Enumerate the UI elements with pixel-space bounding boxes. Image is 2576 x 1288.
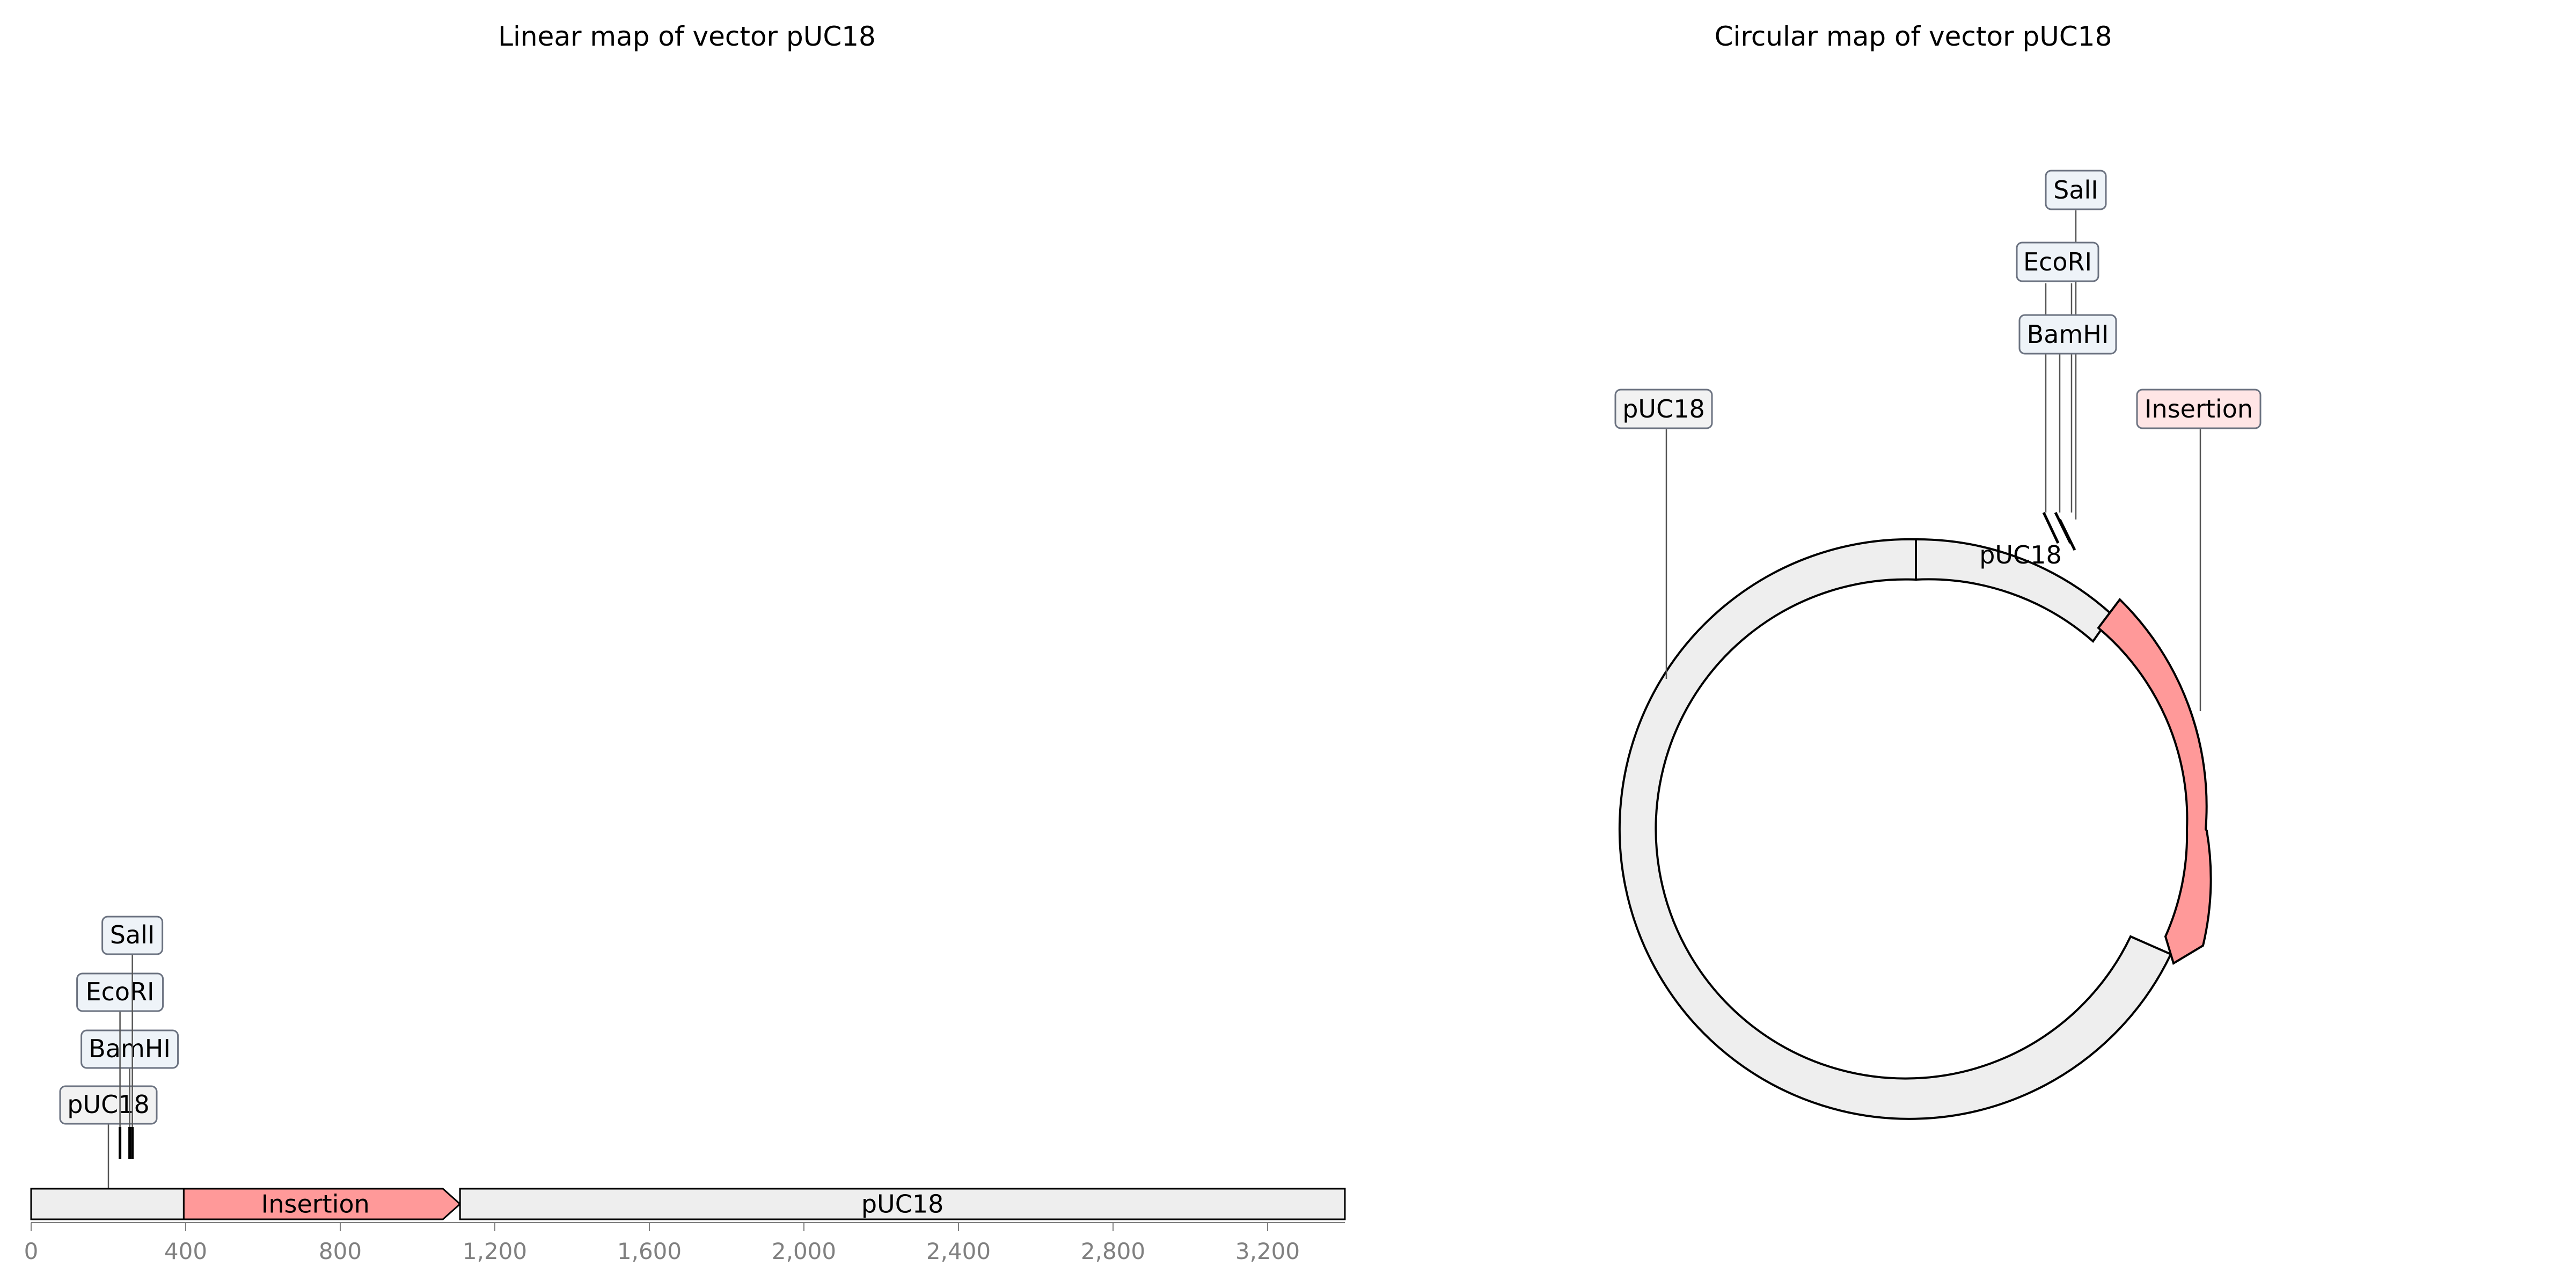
linear-annotation: BamHI — [80, 1029, 179, 1159]
linear-feature — [459, 1188, 1346, 1220]
linear-map-annotations: pUC18 BamHI EcoRI SalI — [59, 916, 179, 1189]
axis-tick-label: 2,800 — [1081, 1238, 1145, 1264]
axis-tick-label: 400 — [164, 1238, 207, 1264]
circular-map-panel: Circular map of vector pUC18 pUC18 — [1614, 21, 2262, 1120]
circular-annotation-label: pUC18 — [1622, 394, 1705, 423]
linear-annotation: SalI — [101, 916, 164, 1159]
annotation-label: BamHI — [89, 1034, 171, 1063]
axis-tick-label: 3,200 — [1235, 1238, 1300, 1264]
circular-annotation-label: BamHI — [2027, 320, 2109, 349]
circular-map-ring: pUC18 — [1618, 538, 2212, 1120]
circular-segment-backbone — [1618, 538, 2172, 1120]
circular-annotation-insertion: Insertion — [2136, 389, 2262, 429]
circular-annotation-sali: SalI — [2045, 170, 2107, 210]
annotation-box — [76, 972, 164, 1012]
axis-ticks: 0 400 800 1,200 1,600 2,000 2,400 2,800 3,200 — [24, 1223, 1300, 1264]
annotation-label: SalI — [110, 920, 155, 949]
circular-annotation-label: EcoRI — [2023, 247, 2092, 276]
linear-map-features: Insertion pUC18 — [30, 1188, 1346, 1220]
axis-tick-label: 2,400 — [926, 1238, 991, 1264]
linear-feature — [182, 1188, 462, 1220]
circular-annotation-label: Insertion — [2145, 394, 2253, 423]
circular-annotation-label: SalI — [2053, 175, 2098, 204]
axis-tick-label: 800 — [319, 1238, 362, 1264]
axis-tick-label: 1,200 — [463, 1238, 527, 1264]
circular-map-title: Circular map of vector pUC18 — [1715, 21, 2112, 52]
circular-annotations: SalI EcoRI BamHI pUC18 Insertion — [1614, 170, 2262, 429]
linear-feature-label: Insertion — [261, 1190, 370, 1219]
circular-segment-insertion — [2097, 597, 2212, 965]
circular-annotation-bamhi: BamHI — [2018, 314, 2117, 355]
axis-tick-label: 1,600 — [617, 1238, 682, 1264]
circular-annotation-ecori: EcoRI — [2016, 241, 2099, 282]
circular-annotation-puc18: pUC18 — [1614, 389, 1713, 429]
linear-map-title: Linear map of vector pUC18 — [498, 21, 876, 52]
circular-segment-label-puc18: pUC18 — [1979, 540, 2062, 569]
site-tick-bamhi — [2042, 511, 2060, 544]
linear-map-axis: 0 400 800 1,200 1,600 2,000 2,400 2,800 3,200 — [24, 1222, 1345, 1264]
site-tick-sali — [2058, 518, 2076, 551]
linear-annotation: pUC18 — [59, 1085, 158, 1189]
annotation-label: pUC18 — [67, 1090, 150, 1119]
axis-tick-label: 2,000 — [772, 1238, 836, 1264]
annotation-box — [101, 916, 164, 955]
linear-feature — [30, 1188, 185, 1220]
linear-annotation: EcoRI — [76, 972, 164, 1159]
axis-tick-label: 0 — [24, 1238, 39, 1264]
linear-map-panel: Linear map of vector pUC18 pUC18 BamHI Eco… — [24, 21, 1346, 1264]
linear-feature-label: pUC18 — [861, 1190, 944, 1219]
annotation-label: EcoRI — [86, 977, 155, 1006]
annotation-box — [80, 1029, 179, 1069]
